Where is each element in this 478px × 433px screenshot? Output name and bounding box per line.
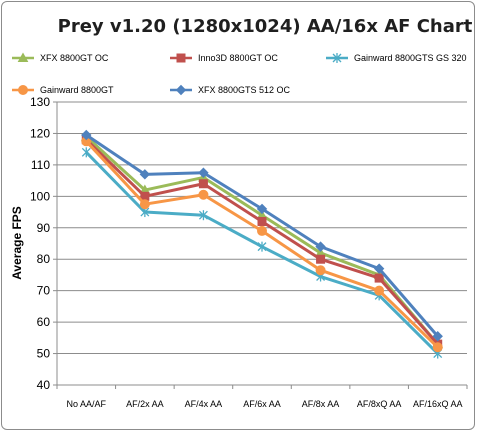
data-point-xfx-8800gts-512-oc <box>432 331 443 342</box>
y-tick-label: 120 <box>30 126 50 140</box>
y-axis-ticks: 40 50 60 70 80 90 100 110 120 130 <box>30 95 57 392</box>
y-tick-label: 80 <box>37 252 51 266</box>
x-tick-label: No AA/AF <box>67 399 107 409</box>
legend: XFX 8800GT OC Inno3D 8800GT OC Gainward 88… <box>12 52 467 96</box>
data-point-gainward-8800gt <box>257 225 267 236</box>
legend-item-gainward-8800gts-gs-320: Gainward 8800GTS GS 320 <box>326 53 467 63</box>
y-tick-label: 90 <box>37 221 51 235</box>
data-point-xfx-8800gts-512-oc <box>373 263 385 274</box>
y-axis-label: Average FPS <box>10 206 24 280</box>
series-gainward-8800gt <box>81 136 443 353</box>
x-tick-label: AF/2x AA <box>126 399 164 409</box>
legend-label: Gainward 8800GT <box>40 85 114 95</box>
legend-marker <box>332 53 342 63</box>
y-tick-label: 40 <box>37 378 51 392</box>
data-point-xfx-8800gts-512-oc <box>198 167 209 178</box>
series-gainward-8800gts-gs-320 <box>81 147 443 359</box>
x-tick-label: AF/4x AA <box>185 399 223 409</box>
legend-marker <box>18 85 28 95</box>
axes <box>56 102 467 386</box>
series-xfx-8800gts-512-oc <box>81 129 443 342</box>
y-tick-label: 50 <box>37 347 51 361</box>
legend-marker <box>175 84 187 96</box>
legend-marker <box>176 53 186 63</box>
data-point-xfx-8800gts-512-oc <box>81 129 92 141</box>
data-point-gainward-8800gts-gs-320 <box>81 147 91 158</box>
x-tick-label: AF/8x AA <box>302 399 340 409</box>
x-tick-label: AF/16xQ AA <box>413 399 463 409</box>
data-point-gainward-8800gts-gs-320 <box>257 241 267 252</box>
data-point-inno3d-8800gt-oc <box>198 179 208 189</box>
y-tick-label: 100 <box>30 189 50 203</box>
data-point-inno3d-8800gt-oc <box>316 254 326 264</box>
y-tick-label: 70 <box>37 284 51 298</box>
x-tick-label: AF/6x AA <box>243 399 281 409</box>
legend-item-inno3d-8800gt-oc: Inno3D 8800GT OC <box>170 53 278 63</box>
series-line-xfx-8800gt-oc <box>85 135 439 346</box>
data-point-gainward-8800gt <box>432 342 443 353</box>
legend-label: XFX 8800GTS 512 OC <box>198 85 291 95</box>
data-point-gainward-8800gt <box>315 265 326 276</box>
data-point-gainward-8800gt <box>139 199 150 210</box>
y-tick-label: 110 <box>31 158 50 172</box>
data-point-gainward-8800gt <box>374 285 385 296</box>
x-axis-ticks: No AA/AF AF/2x AA AF/4x AA AF/6x AA AF/8x AA… <box>56 385 468 409</box>
series-layer <box>80 129 444 359</box>
y-tick-label: 60 <box>37 315 51 329</box>
y-tick-label: 130 <box>30 95 50 109</box>
x-tick-label: AF/8xQ AA <box>357 399 402 409</box>
legend-item-gainward-8800gt: Gainward 8800GT <box>12 85 114 95</box>
legend-marker <box>17 52 29 62</box>
data-point-inno3d-8800gt-oc <box>257 216 267 226</box>
data-point-xfx-8800gts-512-oc <box>256 203 268 215</box>
legend-item-xfx-8800gts-512-oc: XFX 8800GTS 512 OC <box>170 84 291 96</box>
legend-label: XFX 8800GT OC <box>40 53 109 63</box>
data-point-gainward-8800gts-gs-320 <box>198 210 208 221</box>
legend-label: Inno3D 8800GT OC <box>198 53 278 63</box>
data-point-gainward-8800gt <box>198 189 209 200</box>
legend-label: Gainward 8800GTS GS 320 <box>354 53 467 63</box>
gridlines <box>57 101 467 355</box>
legend-item-xfx-8800gt-oc: XFX 8800GT OC <box>12 52 109 63</box>
series-line-gainward-8800gts-gs-320 <box>85 151 439 355</box>
data-point-inno3d-8800gt-oc <box>374 273 384 283</box>
data-point-xfx-8800gts-512-oc <box>139 169 151 180</box>
chart-title: Prey v1.20 (1280x1024) AA/16x AF Chart <box>58 16 473 37</box>
data-point-xfx-8800gts-512-oc <box>315 241 326 252</box>
